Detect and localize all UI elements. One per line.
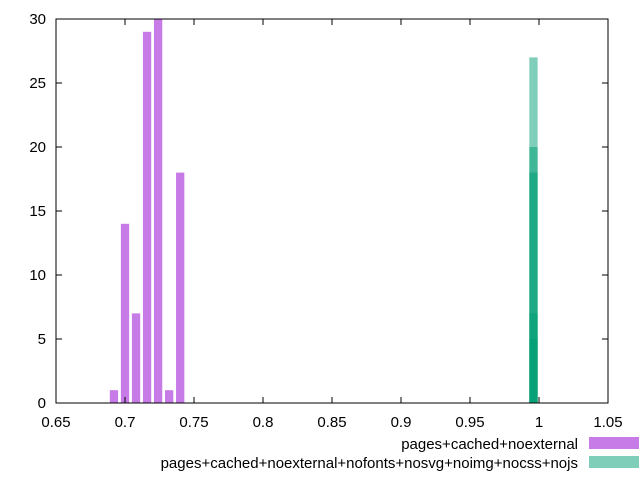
x-tick-label: 0.95 <box>455 414 484 431</box>
bar-series-1-7 <box>176 172 185 403</box>
x-tick-label: 0.75 <box>179 414 208 431</box>
legend: pages+cached+noexternal pages+cached+noe… <box>161 436 639 472</box>
bar-series-1-2 <box>120 223 130 403</box>
y-tick-label: 30 <box>29 11 46 28</box>
bar-series-2-5 <box>529 339 538 403</box>
bar-series-1-1 <box>109 390 119 403</box>
bar-series-1-3 <box>131 313 141 403</box>
y-tick-label: 25 <box>29 75 46 92</box>
legend-swatch-series-2 <box>589 456 639 468</box>
x-tick-label: 0.9 <box>391 414 412 431</box>
legend-label-series-2: pages+cached+noexternal+nofonts+nosvg+no… <box>161 455 578 472</box>
legend-swatch-series-1 <box>589 437 639 449</box>
y-tick-label: 20 <box>29 139 46 156</box>
y-tick-label: 0 <box>38 395 46 412</box>
legend-label-series-1: pages+cached+noexternal <box>401 436 578 453</box>
bar-series-1-5 <box>153 19 163 403</box>
x-tick-label: 0.65 <box>41 414 70 431</box>
x-tick-label: 0.7 <box>115 414 136 431</box>
x-axis: 0.65 0.7 0.75 0.8 0.85 0.9 0.95 1 1.05 <box>41 19 623 431</box>
y-tick-label: 10 <box>29 267 46 284</box>
bar-series-1-4 <box>142 31 152 404</box>
y-tick-label: 15 <box>29 203 46 220</box>
y-axis: 0 5 10 15 20 25 30 <box>29 11 608 412</box>
y-tick-label: 5 <box>38 331 46 348</box>
x-tick-label: 0.85 <box>317 414 346 431</box>
bars-layer <box>109 19 538 404</box>
x-tick-label: 1 <box>535 414 543 431</box>
x-tick-label: 1.05 <box>593 414 622 431</box>
bar-series-2-3 <box>529 172 538 403</box>
x-tick-label: 0.8 <box>253 414 274 431</box>
bar-series-1-6 <box>165 390 174 403</box>
